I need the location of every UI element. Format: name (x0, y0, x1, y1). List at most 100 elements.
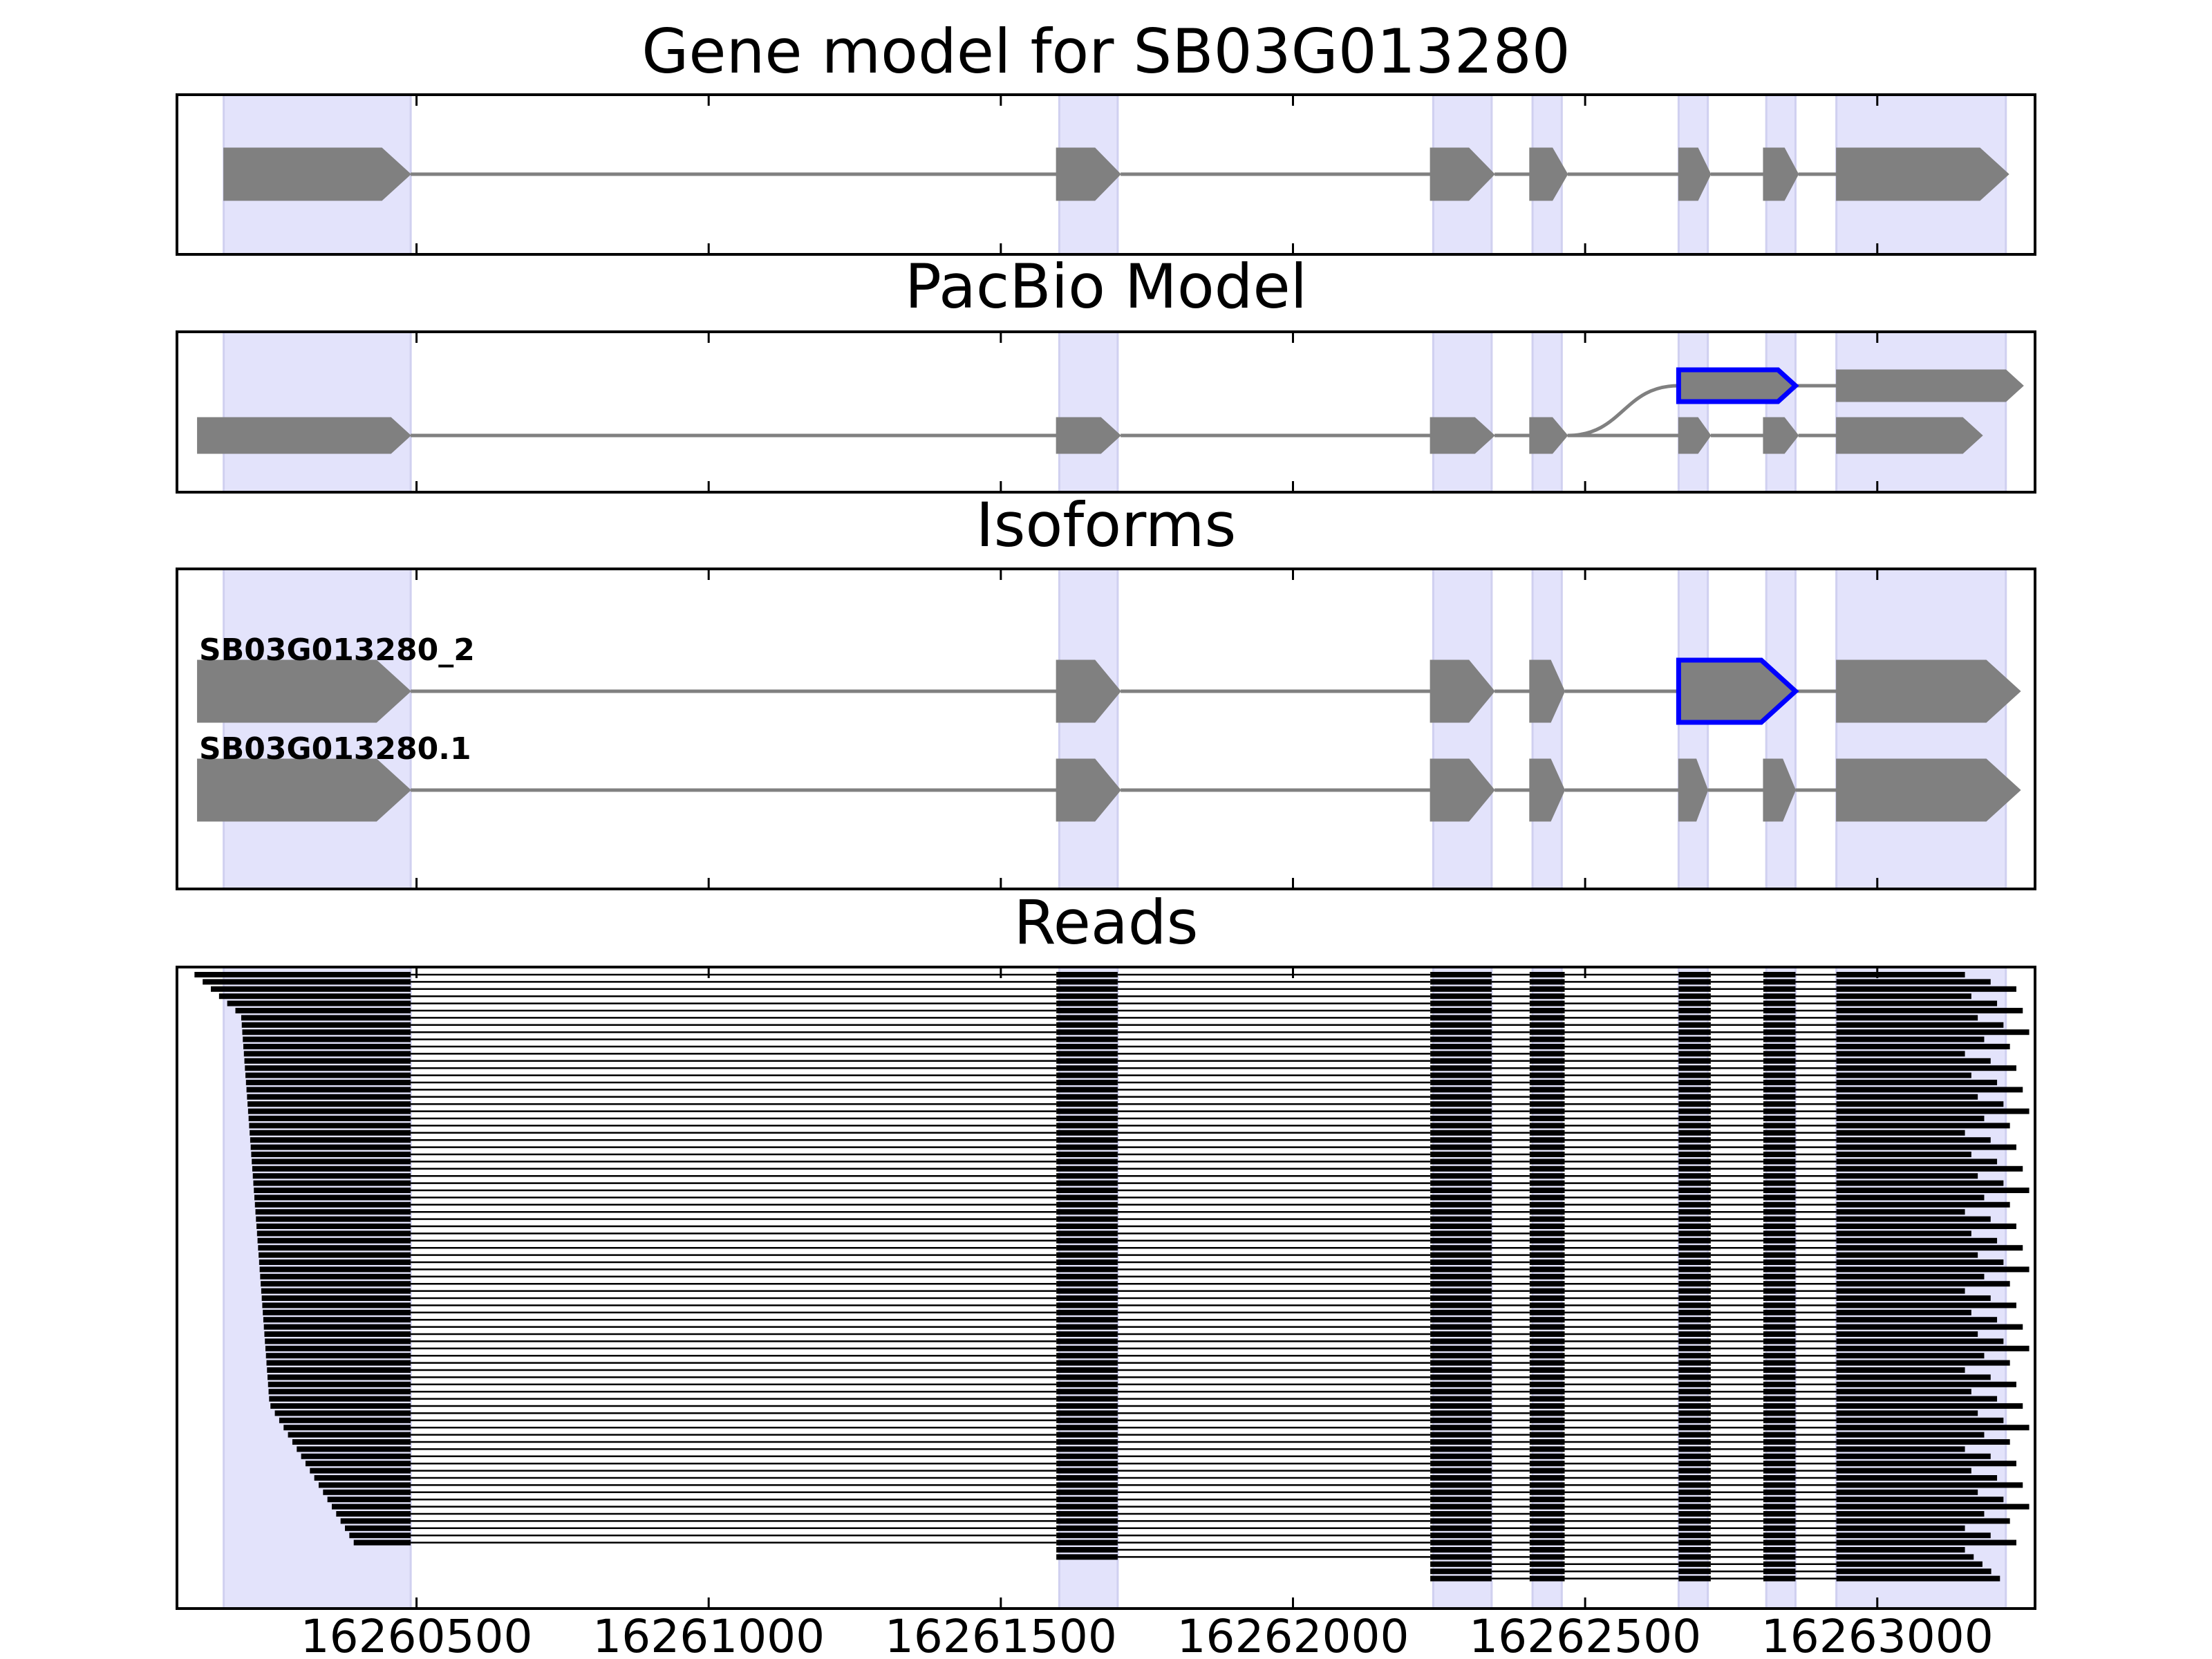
read-exon (1678, 1381, 1711, 1387)
read-exon (1763, 1453, 1796, 1459)
read-exon (1763, 1568, 1796, 1575)
read-exon (1430, 1309, 1492, 1315)
read-exon (1529, 1051, 1565, 1057)
read-exon (1056, 1201, 1118, 1208)
read-exon (1763, 1389, 1796, 1395)
read-exon (246, 1087, 411, 1093)
read-exon (1678, 1015, 1711, 1021)
read-exon (1529, 1575, 1565, 1582)
read-exon (1836, 1116, 1985, 1121)
read-exon (1430, 1015, 1492, 1021)
read-exon (1056, 1180, 1118, 1186)
read-exon (1430, 1159, 1492, 1165)
read-exon (1529, 1324, 1565, 1330)
read-exon (1678, 1403, 1711, 1409)
exon-highlight-band (223, 569, 412, 889)
read-exon (1529, 1360, 1565, 1366)
read-exon (1678, 972, 1711, 977)
read-exon (268, 1389, 411, 1395)
read-exon (1678, 1281, 1711, 1287)
read-exon (1836, 1475, 1998, 1481)
read-exon (1056, 1439, 1118, 1445)
read-exon (1430, 1396, 1492, 1402)
read-exon (261, 1288, 411, 1294)
read-exon (1836, 1554, 1974, 1560)
read-exon (1430, 1273, 1492, 1280)
read-exon (1056, 1273, 1118, 1280)
read-exon (1678, 1453, 1711, 1459)
read-exon (1763, 1022, 1796, 1028)
read-exon (241, 1015, 411, 1021)
x-tick-label: 16260500 (301, 1610, 533, 1659)
read-exon (1763, 1087, 1796, 1093)
read-exon (332, 1503, 411, 1510)
read-exon (1678, 1245, 1711, 1251)
read-exon (1430, 1144, 1492, 1150)
read-exon (1056, 979, 1118, 985)
read-exon (1056, 1302, 1118, 1309)
read-exon (1678, 1561, 1711, 1567)
read-exon (1836, 1130, 1965, 1136)
read-exon (255, 1209, 411, 1215)
read-exon (1836, 1008, 2023, 1013)
read-exon (1056, 1216, 1118, 1222)
read-exon (1529, 1389, 1565, 1395)
read-exon (1430, 1108, 1492, 1114)
read-exon (1529, 1417, 1565, 1423)
read-exon (1763, 1230, 1796, 1237)
exon (197, 659, 411, 723)
exon (1678, 147, 1712, 201)
read-exon (1056, 1381, 1118, 1387)
read-exon (1763, 1317, 1796, 1323)
read-exon (1678, 1144, 1711, 1150)
read-exon (1056, 1094, 1118, 1100)
read-exon (1763, 1194, 1796, 1201)
read-exon (1529, 1353, 1565, 1359)
read-exon (258, 1245, 411, 1251)
read-exon (265, 1345, 411, 1351)
read-exon (1678, 1468, 1711, 1474)
read-exon (1836, 1360, 2010, 1366)
panel-frame (176, 330, 2036, 494)
read-exon (1430, 1425, 1492, 1431)
read-exon (1836, 1539, 2016, 1546)
exon-highlight-band (1677, 569, 1709, 889)
exon (1836, 417, 1983, 454)
read-exon (1678, 1008, 1711, 1013)
read-exon (1836, 1575, 2000, 1582)
read-exon (244, 1058, 411, 1064)
read-exon (1763, 1324, 1796, 1330)
read-exon (1430, 1468, 1492, 1474)
read-exon (1056, 1152, 1118, 1157)
read-exon (256, 1224, 411, 1229)
read-exon (1836, 1051, 1965, 1057)
read-exon (1836, 1453, 1991, 1459)
read-exon (263, 1324, 411, 1330)
read-exon (1763, 1044, 1796, 1049)
read-exon (1430, 1511, 1492, 1517)
read-exon (1430, 1216, 1492, 1222)
exon (1529, 147, 1568, 201)
read-exon (1678, 1022, 1711, 1028)
read-exon (1836, 1194, 1985, 1201)
read-exon (1529, 1188, 1565, 1193)
exon (1529, 758, 1566, 822)
read-exon (1529, 1108, 1565, 1114)
read-exon (1678, 986, 1711, 992)
read-exon (227, 1000, 411, 1006)
read-exon (1529, 993, 1565, 1000)
read-exon (1529, 1288, 1565, 1294)
read-exon (1678, 1000, 1711, 1006)
read-exon (1430, 1554, 1492, 1560)
read-exon (1529, 1539, 1565, 1546)
exon (1763, 758, 1796, 822)
read-exon (1678, 1367, 1711, 1373)
x-tick-label: 16262500 (1469, 1610, 1701, 1659)
read-exon (1056, 1324, 1118, 1330)
read-exon (1678, 1345, 1711, 1351)
read-exon (1430, 1295, 1492, 1301)
exon (1056, 417, 1121, 454)
read-exon (259, 1266, 411, 1273)
read-exon (1529, 972, 1565, 977)
panel-frame (176, 93, 2036, 256)
